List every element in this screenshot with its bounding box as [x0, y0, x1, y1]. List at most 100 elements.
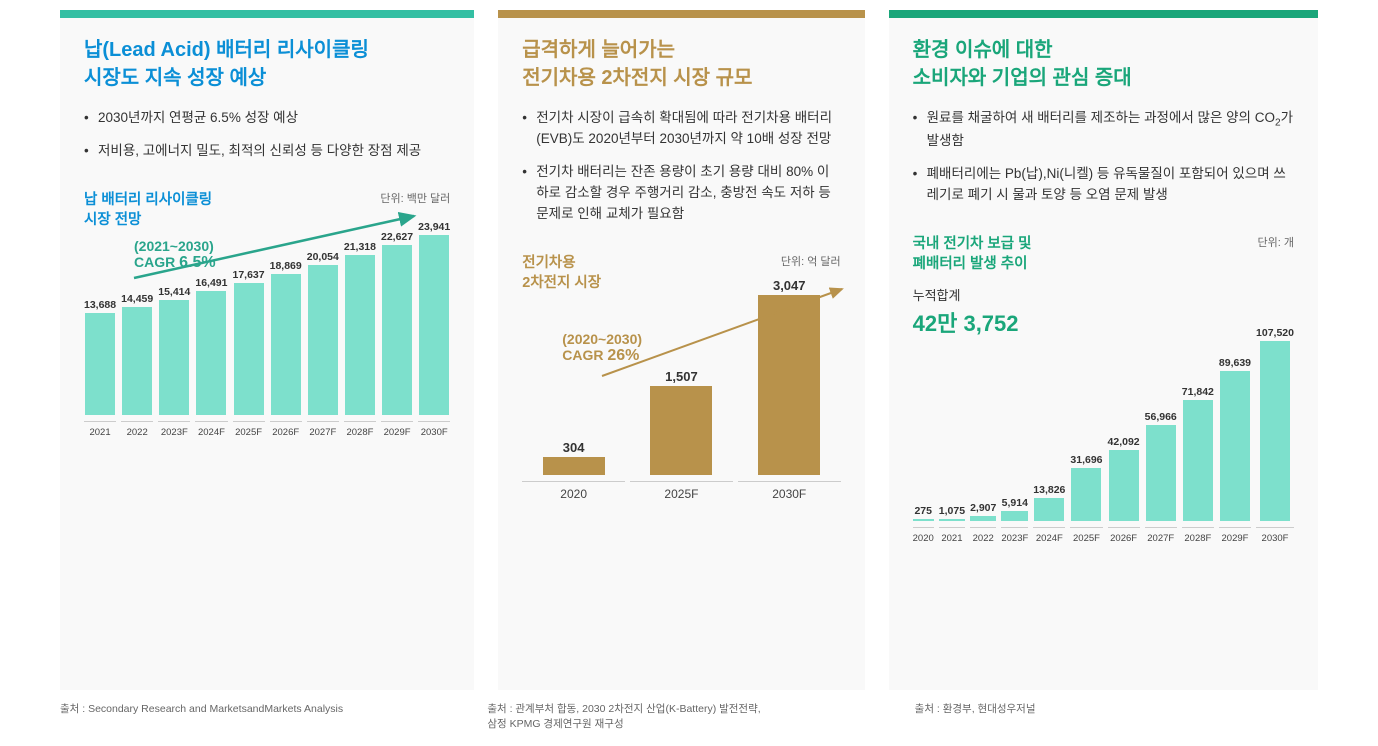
chart-title: 납 배터리 리사이클링시장 전망	[84, 190, 212, 231]
bar-value-label: 17,637	[233, 269, 265, 281]
bar-x-label: 2022	[970, 527, 996, 544]
bar-value-label: 13,826	[1033, 484, 1065, 496]
chart-area: 국내 전기차 보급 및폐배터리 발생 추이단위: 개누적합계42만 3,752 2…	[913, 234, 1294, 584]
bar-rect	[1183, 400, 1213, 520]
bar-col: 31,6962025F	[1070, 454, 1102, 544]
bar-col: 20,0542027F	[307, 251, 339, 439]
panel-2: 환경 이슈에 대한소비자와 기업의 관심 증대원료를 채굴하여 새 배터리를 제…	[889, 10, 1318, 690]
source-text: 출처 : 관계부처 합동, 2030 2차전지 산업(K-Battery) 발전…	[487, 702, 890, 731]
bar-x-label: 2026F	[1108, 527, 1140, 544]
bar-col: 13,688 2021	[84, 299, 116, 439]
cagr-note: (2021~2030)CAGR 6.5%	[134, 238, 216, 272]
bar-rect	[271, 274, 301, 416]
bar-x-label: 2021	[84, 421, 116, 438]
bar-value-label: 71,842	[1182, 386, 1214, 398]
panel-accent-bar	[889, 10, 1318, 18]
bullet-item: 2030년까지 연평균 6.5% 성장 예상	[84, 108, 450, 129]
bar-x-label: 2020	[913, 527, 934, 544]
bar-col: 13,8262024F	[1033, 484, 1065, 544]
bar-value-label: 21,318	[344, 241, 376, 253]
bar-rect	[1109, 450, 1139, 520]
cagr-range: (2020~2030)	[562, 331, 642, 347]
cagr-value: 26%	[607, 347, 639, 364]
bar-col: 42,0922026F	[1108, 436, 1140, 543]
bar-value-label: 31,696	[1070, 454, 1102, 466]
bar-value-label: 15,414	[158, 286, 190, 298]
bar-x-label: 2023F	[1001, 527, 1028, 544]
panel-bullets: 원료를 채굴하여 새 배터리를 제조하는 과정에서 많은 양의 CO2가 발생함…	[913, 108, 1294, 206]
cagr-label: CAGR	[562, 347, 607, 363]
bar-x-label: 2029F	[381, 421, 413, 438]
bar-rect	[85, 313, 115, 416]
chart-unit: 단위: 백만 달러	[380, 190, 450, 206]
cagr-note: (2020~2030)CAGR 26%	[562, 331, 642, 365]
chart-area: 납 배터리 리사이클링시장 전망 단위: 백만 달러 (2021~2030)CAGR…	[84, 190, 450, 479]
bar-x-label: 2024F	[195, 421, 227, 438]
bar-x-label: 2027F	[307, 421, 339, 438]
chart-area: 전기차용2차전지 시장단위: 억 달러(2020~2030)CAGR 26%30…	[522, 253, 840, 542]
bar-value-label: 275	[914, 505, 932, 517]
bar-x-label: 2020	[522, 481, 625, 501]
chart-header: 납 배터리 리사이클링시장 전망 단위: 백만 달러	[84, 190, 450, 231]
source-text: 출처 : Secondary Research and MarketsandMa…	[60, 702, 463, 731]
bar-col: 89,6392029F	[1219, 357, 1251, 544]
bar-x-label: 2022	[121, 421, 153, 438]
bar-rect	[939, 519, 965, 521]
bar-value-label: 13,688	[84, 299, 116, 311]
bar-x-label: 2030F	[738, 481, 841, 501]
cagr-label: CAGR	[134, 254, 179, 270]
bar-value-label: 22,627	[381, 231, 413, 243]
bar-value-label: 2,907	[970, 502, 996, 514]
bars-wrap: 27520201,07520212,90720225,9142023F13,82…	[913, 344, 1294, 584]
bar-col: 15,4142023F	[158, 286, 190, 439]
bar-rect	[758, 295, 820, 475]
bar-rect	[970, 516, 996, 521]
bar-rect	[1001, 511, 1028, 521]
bar-col: 107,5202030F	[1256, 327, 1294, 544]
bar-rect	[196, 291, 226, 415]
bullet-item: 전기차 시장이 급속히 확대됨에 따라 전기차용 배터리(EVB)도 2020년…	[522, 108, 840, 150]
chart-unit: 단위: 개	[1258, 234, 1294, 250]
panel-accent-bar	[498, 10, 864, 18]
bar-x-label: 2026F	[270, 421, 302, 438]
bullet-item: 전기차 배터리는 잔존 용량이 초기 용량 대비 80% 이하로 감소할 경우 …	[522, 162, 840, 225]
chart-unit: 단위: 억 달러	[781, 253, 841, 269]
bars-wrap: (2020~2030)CAGR 26%30420201,5072025F3,04…	[522, 301, 840, 541]
cumulative-block: 누적합계42만 3,752	[913, 285, 1294, 338]
bar-rect	[1071, 468, 1101, 521]
bar-rect	[382, 245, 412, 415]
cagr-value: 6.5%	[179, 254, 215, 271]
panel-title: 급격하게 늘어가는전기차용 2차전지 시장 규모	[522, 36, 840, 92]
bar-x-label: 2028F	[1182, 527, 1214, 544]
bar-rect	[650, 386, 712, 475]
bar-col: 3,047 2030F	[738, 278, 841, 501]
chart-header: 국내 전기차 보급 및폐배터리 발생 추이단위: 개	[913, 234, 1294, 275]
cagr-range: (2021~2030)	[134, 238, 214, 254]
bar-col: 18,8692026F	[270, 260, 302, 439]
bar-col: 14,4592022	[121, 293, 153, 439]
bar-rect	[1260, 341, 1290, 521]
bar-rect	[159, 300, 189, 416]
panel-0: 납(Lead Acid) 배터리 리사이클링시장도 지속 성장 예상2030년까…	[60, 10, 474, 690]
bar-value-label: 3,047	[773, 278, 806, 293]
bar-x-label: 2030F	[418, 421, 450, 438]
bar-rect	[1034, 498, 1064, 521]
cumulative-label: 누적합계	[913, 285, 1294, 304]
bar-value-label: 16,491	[195, 277, 227, 289]
bar-col: 71,842 2028F	[1182, 386, 1214, 543]
bar-rect	[122, 307, 152, 416]
bar-value-label: 89,639	[1219, 357, 1251, 369]
bar-col: 56,9662027F	[1145, 411, 1177, 543]
bar-rect	[913, 519, 934, 521]
bar-rect	[419, 235, 449, 415]
bar-rect	[345, 255, 375, 415]
bar-x-label: 2030F	[1256, 527, 1294, 544]
panel-title: 환경 이슈에 대한소비자와 기업의 관심 증대	[913, 36, 1294, 92]
panel-1: 급격하게 늘어가는전기차용 2차전지 시장 규모전기차 시장이 급속히 확대됨에…	[498, 10, 864, 690]
bar-x-label: 2025F	[233, 421, 265, 438]
bullet-item: 원료를 채굴하여 새 배터리를 제조하는 과정에서 많은 양의 CO2가 발생함	[913, 108, 1294, 152]
bar-rect	[1220, 371, 1250, 521]
bar-col: 22,627 2029F	[381, 231, 413, 438]
bar-col: 23,9412030F	[418, 221, 450, 438]
bar-x-label: 2021	[939, 527, 965, 544]
